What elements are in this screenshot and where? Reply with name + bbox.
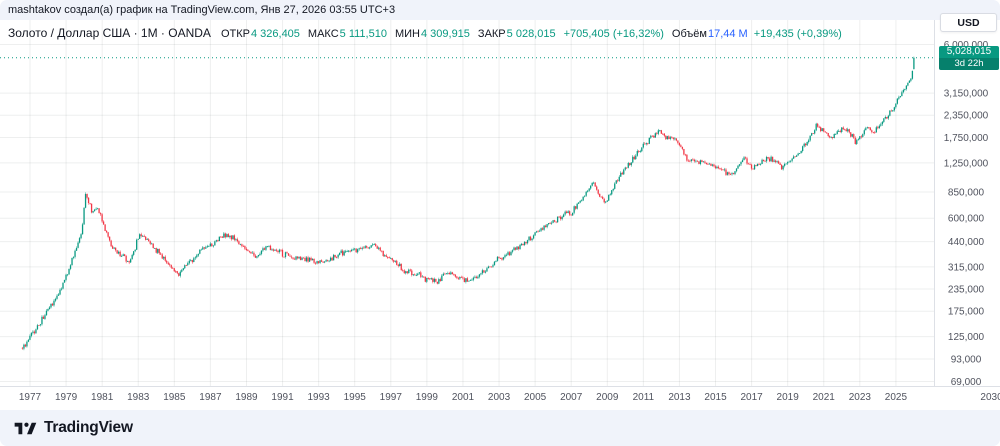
svg-text:2013: 2013 [668, 392, 691, 403]
svg-text:2025: 2025 [885, 392, 908, 403]
svg-text:2021: 2021 [813, 392, 836, 403]
price-scale[interactable]: 6,000,000 3,150,000 2,350,000 1,750,000 1,25… [944, 40, 989, 388]
svg-text:2011: 2011 [633, 392, 655, 403]
svg-text:2030: 2030 [980, 392, 1000, 403]
svg-text:1977: 1977 [19, 392, 42, 403]
volume-change: +19,435 (+0,39%) [753, 28, 842, 40]
current-price-badge[interactable]: 5,028,015 3d 22h [939, 45, 999, 70]
bar-countdown: 3d 22h [939, 57, 999, 70]
svg-text:2009: 2009 [596, 392, 619, 403]
volume-value: 17,44 M [707, 28, 748, 40]
grid-layer [0, 20, 934, 386]
svg-text:1993: 1993 [308, 392, 331, 403]
tradingview-logo-icon [14, 422, 37, 434]
legend: Золото / Доллар США · 1M · OANDA ОТКР 4 … [8, 26, 842, 40]
svg-text:315,000: 315,000 [948, 262, 985, 273]
close-value: 5 028,015 [506, 28, 556, 40]
svg-text:2005: 2005 [524, 392, 547, 403]
svg-text:600,000: 600,000 [948, 214, 985, 225]
chart-card: 6,000,000 3,150,000 2,350,000 1,750,000 1,25… [0, 20, 1000, 410]
ohlc-close: ЗАКР 5 028,015 [478, 28, 556, 40]
svg-text:1979: 1979 [55, 392, 78, 403]
svg-text:2003: 2003 [488, 392, 511, 403]
ohlc-open: ОТКР 4 326,405 [221, 28, 300, 40]
volume-label: Объём [671, 28, 707, 40]
time-scale[interactable]: 1977 1979 1981 1983 1985 1987 1989 1991 1993 1995… [19, 392, 1000, 403]
tradingview-logo[interactable]: TradingView [14, 419, 133, 437]
svg-text:2017: 2017 [740, 392, 763, 403]
svg-text:1985: 1985 [163, 392, 186, 403]
svg-text:1983: 1983 [127, 392, 150, 403]
currency-button[interactable]: USD [940, 13, 997, 32]
price-chart[interactable]: 6,000,000 3,150,000 2,350,000 1,750,000 1,25… [0, 20, 1000, 410]
ohlc-low: МИН 4 309,915 [395, 28, 470, 40]
svg-text:235,000: 235,000 [948, 284, 985, 295]
svg-text:69,000: 69,000 [951, 377, 982, 388]
tradingview-logo-text: TradingView [44, 419, 133, 436]
svg-text:1999: 1999 [416, 392, 439, 403]
svg-text:1981: 1981 [91, 392, 114, 403]
svg-text:6,000,000: 6,000,000 [944, 40, 989, 51]
close-label: ЗАКР [477, 28, 506, 40]
svg-text:1995: 1995 [344, 392, 367, 403]
attribution-text: mashtakov создал(а) график на TradingVie… [8, 4, 396, 16]
svg-text:2019: 2019 [777, 392, 800, 403]
svg-text:1997: 1997 [380, 392, 403, 403]
svg-text:2001: 2001 [452, 392, 475, 403]
low-value: 4 309,915 [420, 28, 470, 40]
svg-text:1989: 1989 [235, 392, 258, 403]
low-label: МИН [394, 28, 420, 40]
svg-text:2007: 2007 [560, 392, 583, 403]
svg-text:2,350,000: 2,350,000 [944, 111, 989, 122]
svg-text:93,000: 93,000 [951, 354, 982, 365]
open-label: ОТКР [220, 28, 250, 40]
symbol-title[interactable]: Золото / Доллар США · 1M · OANDA [8, 26, 211, 40]
footer-bar: TradingView [0, 410, 1000, 446]
svg-text:850,000: 850,000 [948, 187, 985, 198]
svg-text:1,750,000: 1,750,000 [944, 133, 989, 144]
svg-text:2023: 2023 [849, 392, 872, 403]
ohlc-high: МАКС 5 111,510 [308, 28, 387, 40]
svg-text:440,000: 440,000 [948, 237, 985, 248]
current-price-value: 5,028,015 [946, 45, 992, 57]
svg-text:1987: 1987 [199, 392, 222, 403]
volume-group: Объём 17,44 M +19,435 (+0,39%) [672, 28, 842, 40]
axis-borders [0, 20, 1000, 387]
candles-layer [21, 56, 915, 351]
attribution-bar: mashtakov создал(а) график на TradingVie… [0, 0, 1000, 20]
svg-text:2015: 2015 [704, 392, 727, 403]
open-value: 4 326,405 [250, 28, 300, 40]
high-value: 5 111,510 [339, 28, 387, 40]
svg-text:175,000: 175,000 [948, 307, 985, 318]
svg-text:1991: 1991 [271, 392, 294, 403]
svg-text:1,250,000: 1,250,000 [944, 158, 989, 169]
change-value: +705,405 (+16,32%) [563, 28, 664, 40]
high-label: МАКС [307, 28, 339, 40]
svg-text:3,150,000: 3,150,000 [944, 89, 989, 100]
svg-text:125,000: 125,000 [948, 332, 985, 343]
